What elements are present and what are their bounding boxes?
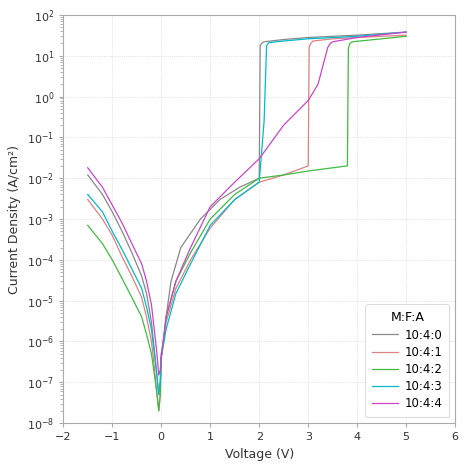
Line: 10:4:1: 10:4:1 xyxy=(161,35,406,358)
10:4:1 xyxy=(308,41,313,46)
10:4:2 xyxy=(256,175,262,181)
10:4:2 xyxy=(347,41,353,46)
10:4:4 xyxy=(188,245,193,250)
10:4:3 xyxy=(354,33,360,39)
10:4:4 xyxy=(163,314,169,320)
10:4:1 xyxy=(403,32,409,38)
10:4:2 xyxy=(305,168,311,174)
10:4:0 xyxy=(161,339,166,344)
10:4:0 xyxy=(237,184,242,190)
10:4:2 xyxy=(158,355,164,361)
10:4:2 xyxy=(403,33,409,39)
10:4:4 xyxy=(325,45,331,50)
10:4:1 xyxy=(173,286,179,291)
10:4:0 xyxy=(281,37,287,42)
10:4:3 xyxy=(403,29,409,35)
Y-axis label: Current Density (A/cm²): Current Density (A/cm²) xyxy=(8,144,21,294)
Line: 10:4:2: 10:4:2 xyxy=(161,36,406,358)
10:4:4 xyxy=(327,41,333,46)
10:4:0 xyxy=(257,43,263,48)
10:4:0 xyxy=(158,351,164,356)
10:4:1 xyxy=(207,225,213,231)
10:4:2 xyxy=(379,36,384,42)
10:4:4 xyxy=(207,204,213,210)
10:4:2 xyxy=(207,216,213,222)
10:4:1 xyxy=(163,319,169,325)
10:4:2 xyxy=(346,46,351,52)
Legend: 10:4:0, 10:4:1, 10:4:2, 10:4:3, 10:4:4: 10:4:0, 10:4:1, 10:4:2, 10:4:3, 10:4:4 xyxy=(365,304,449,417)
10:4:1 xyxy=(310,38,316,44)
10:4:1 xyxy=(256,179,262,185)
10:4:0 xyxy=(262,39,267,45)
10:4:3 xyxy=(207,222,213,228)
10:4:4 xyxy=(305,98,311,103)
10:4:3 xyxy=(232,197,238,202)
10:4:4 xyxy=(330,39,335,45)
X-axis label: Voltage (V): Voltage (V) xyxy=(225,448,294,461)
10:4:0 xyxy=(168,278,174,284)
10:4:1 xyxy=(281,172,287,178)
10:4:0 xyxy=(217,197,223,202)
10:4:2 xyxy=(349,39,355,45)
10:4:4 xyxy=(158,355,164,361)
10:4:2 xyxy=(330,165,335,171)
10:4:1 xyxy=(305,163,311,169)
10:4:4 xyxy=(281,122,287,128)
10:4:3 xyxy=(264,44,269,49)
10:4:0 xyxy=(198,216,203,222)
10:4:2 xyxy=(281,172,287,178)
10:4:2 xyxy=(163,314,169,320)
10:4:3 xyxy=(163,326,169,332)
10:4:3 xyxy=(188,261,193,266)
Line: 10:4:0: 10:4:0 xyxy=(161,32,406,354)
10:4:4 xyxy=(256,156,262,161)
10:4:2 xyxy=(232,192,238,197)
10:4:1 xyxy=(158,355,164,361)
10:4:0 xyxy=(354,32,360,38)
10:4:3 xyxy=(256,179,262,185)
Line: 10:4:4: 10:4:4 xyxy=(161,32,406,358)
10:4:0 xyxy=(403,29,409,35)
10:4:3 xyxy=(305,36,311,42)
10:4:3 xyxy=(281,38,287,44)
10:4:4 xyxy=(403,29,409,35)
10:4:3 xyxy=(173,291,179,296)
10:4:1 xyxy=(330,36,335,42)
10:4:4 xyxy=(232,179,238,185)
10:4:4 xyxy=(173,278,179,284)
10:4:4 xyxy=(315,82,321,87)
10:4:3 xyxy=(266,40,272,45)
10:4:0 xyxy=(256,175,262,181)
10:4:0 xyxy=(163,314,169,320)
10:4:2 xyxy=(345,163,350,169)
10:4:4 xyxy=(354,35,360,40)
10:4:2 xyxy=(173,278,179,284)
10:4:3 xyxy=(262,118,267,124)
Line: 10:4:3: 10:4:3 xyxy=(161,32,406,358)
10:4:0 xyxy=(259,41,264,46)
10:4:1 xyxy=(232,197,238,202)
10:4:2 xyxy=(188,250,193,256)
10:4:0 xyxy=(305,35,311,40)
10:4:0 xyxy=(178,245,184,250)
10:4:1 xyxy=(306,45,312,50)
10:4:1 xyxy=(354,35,360,40)
10:4:3 xyxy=(158,355,164,361)
10:4:3 xyxy=(265,41,271,46)
10:4:1 xyxy=(188,257,193,263)
